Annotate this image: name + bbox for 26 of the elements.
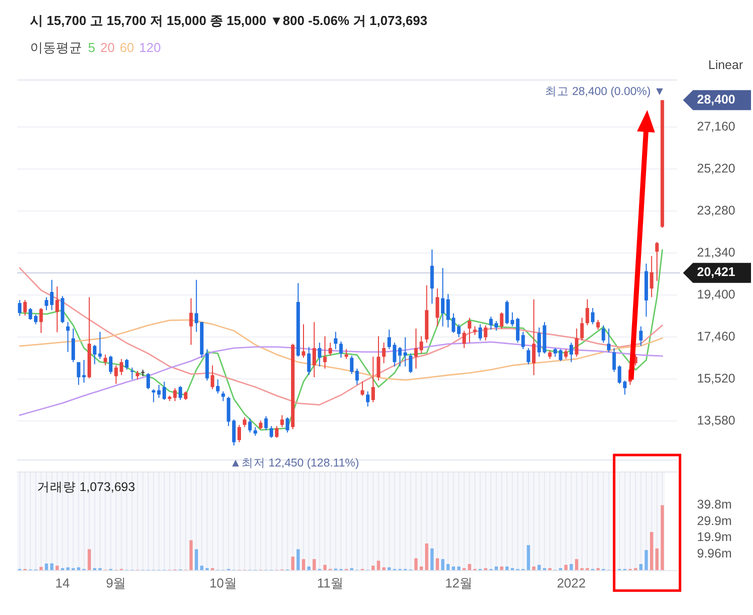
y-tick-label: 9.96m xyxy=(697,546,732,561)
y-tick-label: 23,280 xyxy=(697,203,736,218)
y-tick-label: 15,520 xyxy=(697,371,736,386)
x-tick-label: 9월 xyxy=(106,576,126,591)
y-tick-label: 19.9m xyxy=(697,530,732,544)
y-tick-label: 21,340 xyxy=(697,245,736,260)
y-tick-label: 39.8m xyxy=(697,497,732,512)
text: 28,400 xyxy=(697,92,736,106)
annotation: 최고 28,400 (0.00%) ▼ xyxy=(544,86,666,98)
chart-title: 시 15,700 고 15,700 저 15,000 종 15,000 ▼800 -5.06% 거 1,073,693 xyxy=(30,13,428,28)
x-tick-label: 10월 xyxy=(209,576,237,591)
y-tick-label: 17,460 xyxy=(697,329,736,344)
annotation: ▲최저 12,450 (128.11%) xyxy=(230,457,360,470)
legend: 이동평균 5 20 60 120 xyxy=(30,40,161,55)
text: 거래량 1,073,693 xyxy=(37,480,136,494)
text: Linear xyxy=(708,58,743,72)
x-tick-label: 12월 xyxy=(445,576,473,591)
y-tick-label: 25,220 xyxy=(697,161,736,176)
y-tick-label: 29.9m xyxy=(697,514,732,528)
x-tick-label: 14 xyxy=(55,576,70,591)
y-tick-label: 19,400 xyxy=(697,287,736,302)
y-tick-label: 13,580 xyxy=(697,413,736,428)
x-tick-label: 11월 xyxy=(317,576,344,591)
y-tick-label: 27,160 xyxy=(697,119,736,134)
ref-line-label: 20,421 xyxy=(697,265,736,280)
x-tick-label: 2022 xyxy=(556,576,586,591)
